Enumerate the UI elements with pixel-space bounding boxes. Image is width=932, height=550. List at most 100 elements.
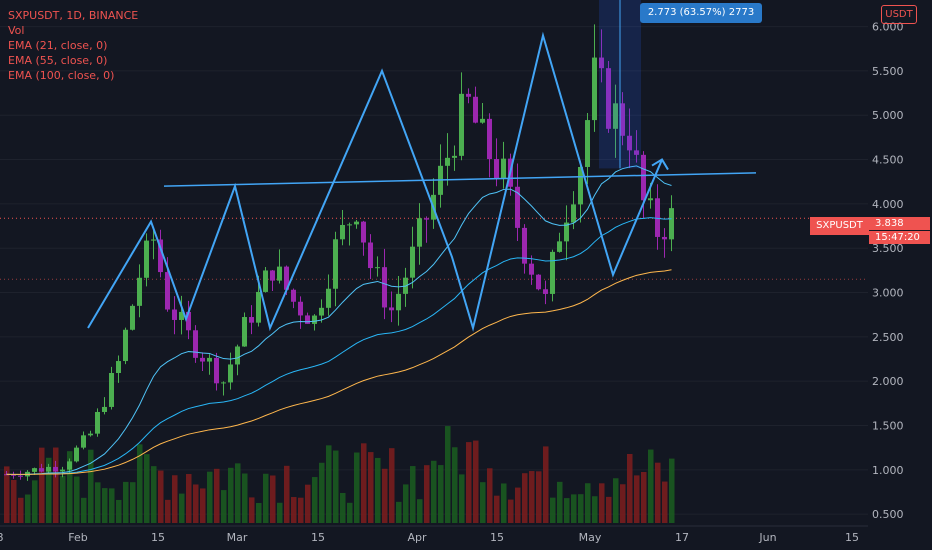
volume-bar <box>452 447 458 523</box>
candle-body <box>144 240 149 278</box>
y-tick-label: 3.000 <box>872 287 904 300</box>
volume-bar <box>319 462 325 523</box>
candle-body <box>179 311 184 320</box>
volume-bar <box>501 483 507 523</box>
volume-bar <box>599 483 605 523</box>
pattern-drawings[interactable] <box>87 0 757 332</box>
candle-body <box>81 435 86 448</box>
volume-bar <box>25 494 31 523</box>
legend-ema55[interactable]: EMA (55, close, 0) <box>8 54 108 67</box>
volume-bar <box>655 462 661 523</box>
candle-body <box>543 289 548 294</box>
ema21-line <box>6 165 672 476</box>
legend-symbol[interactable]: SXPUSDT, 1D, BINANCE <box>8 9 139 22</box>
y-tick-label: 5.500 <box>872 65 904 78</box>
y-tick-label: 2.500 <box>872 331 904 344</box>
candle-body <box>53 466 58 472</box>
volume-bar <box>368 452 374 523</box>
volume-bar <box>81 497 87 523</box>
volume-bar <box>396 501 402 523</box>
volume-bar <box>179 493 185 523</box>
candle-body <box>340 224 345 240</box>
candle-body <box>382 267 387 308</box>
volume-bar <box>207 471 213 523</box>
volume-bar <box>438 465 444 523</box>
candle-body <box>130 305 135 330</box>
candle-body <box>228 364 233 383</box>
candle-body <box>186 311 191 331</box>
volume-bar <box>221 490 227 523</box>
volume-bar <box>165 499 171 523</box>
volume-bar <box>263 473 269 523</box>
volume-bar <box>557 481 563 523</box>
candle-body <box>200 357 205 362</box>
volume-bar <box>389 448 395 523</box>
y-tick-label: 5.000 <box>872 109 904 122</box>
chart-grid <box>0 26 868 515</box>
ema-lines <box>6 165 672 476</box>
y-tick-label: 4.500 <box>872 154 904 167</box>
pattern-zigzag <box>87 31 663 332</box>
candle-body <box>641 154 646 201</box>
chart-legend: SXPUSDT, 1D, BINANCE Vol EMA (21, close,… <box>8 8 138 83</box>
volume-bar <box>39 447 45 523</box>
legend-ema21[interactable]: EMA (21, close, 0) <box>8 39 108 52</box>
x-tick-label: Apr <box>407 531 427 544</box>
volume-bar <box>445 426 451 523</box>
volume-bar <box>585 483 591 523</box>
candle-body <box>172 309 177 320</box>
volume-bar <box>578 494 584 523</box>
candle-body <box>235 346 240 365</box>
measure-label: 2.773 (63.57%) 2773 <box>640 3 762 23</box>
volume-bar <box>60 476 66 523</box>
volume-bar <box>494 495 500 523</box>
candle-body <box>67 461 72 470</box>
volume-bar <box>186 474 192 523</box>
x-tick-label: Jun <box>758 531 776 544</box>
x-tick-label: 15 <box>311 531 325 544</box>
candle-body <box>277 266 282 281</box>
volume-bar <box>382 468 388 523</box>
x-tick-label: 8 <box>0 531 4 544</box>
volume-bar <box>137 444 143 523</box>
time-axis[interactable]: 8 Feb 15 Mar 15 Apr 15 May 17 Jun 15 <box>0 525 868 544</box>
volume-bar <box>361 443 367 523</box>
price-axis[interactable]: 6.0005.5005.0004.5004.0003.5003.0002.500… <box>872 21 904 522</box>
candle-body <box>18 475 23 477</box>
candle-body <box>298 301 303 316</box>
volume-bar <box>529 471 535 523</box>
candle-body <box>158 239 163 273</box>
volume-bar <box>284 465 290 523</box>
candle-body <box>74 447 79 462</box>
volume-bar <box>88 449 94 523</box>
volume-bar <box>298 497 304 523</box>
volume-bar <box>18 497 24 523</box>
candle-body <box>32 468 37 472</box>
candle-body <box>648 198 653 201</box>
candle-body <box>389 307 394 311</box>
volume-bar <box>417 499 423 523</box>
candle-body <box>375 267 380 269</box>
candle-body <box>11 474 16 476</box>
volume-bar <box>67 451 73 523</box>
bar-countdown-label: 15:47:20 <box>869 231 930 244</box>
volume-bar <box>340 492 346 523</box>
volume-bar <box>592 496 598 523</box>
volume-bar <box>130 482 136 523</box>
volume-bar <box>515 487 521 523</box>
x-tick-label: 15 <box>490 531 504 544</box>
x-tick-label: Feb <box>68 531 87 544</box>
candle-body <box>326 288 331 308</box>
ema100-line <box>6 269 672 475</box>
currency-button[interactable]: USDT <box>881 5 917 24</box>
candle-body <box>193 330 198 358</box>
candle-body <box>312 315 317 324</box>
volume-bar <box>613 478 619 523</box>
candle-body <box>270 270 275 281</box>
candle-body <box>487 118 492 160</box>
volume-bar <box>424 465 430 523</box>
volume-bar <box>270 475 276 523</box>
legend-vol[interactable]: Vol <box>8 24 25 37</box>
legend-ema100[interactable]: EMA (100, close, 0) <box>8 69 115 82</box>
